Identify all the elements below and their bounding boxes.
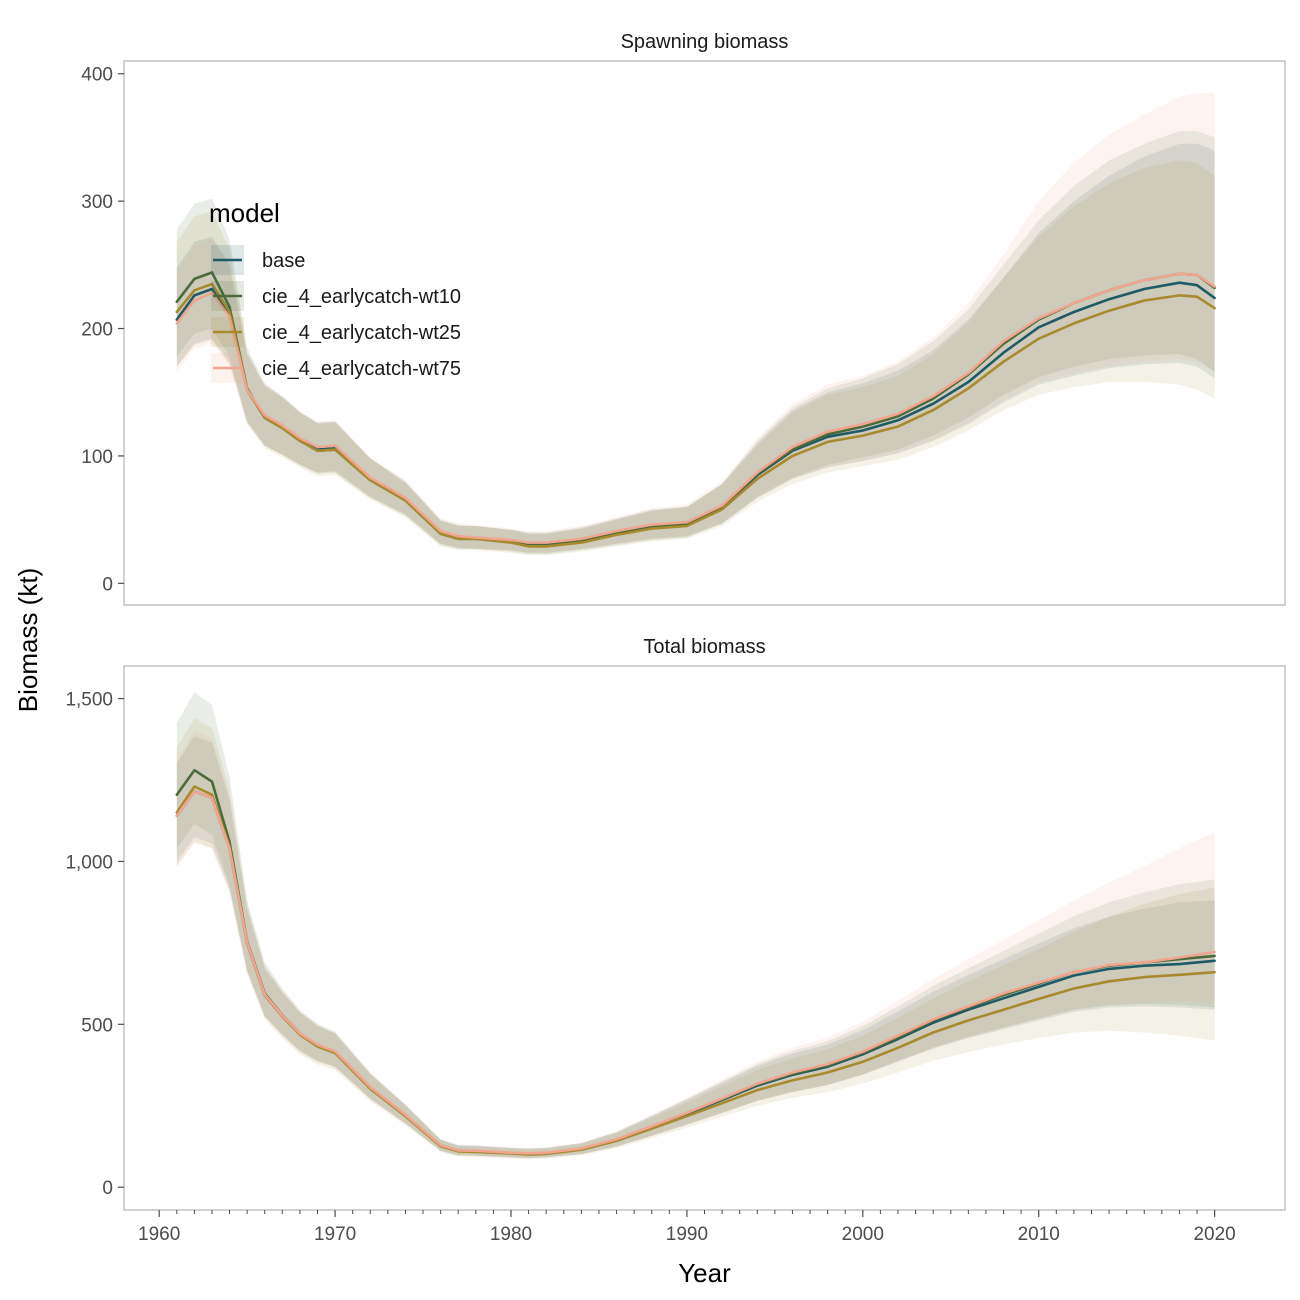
total-y-tick-label: 1,000: [65, 852, 113, 873]
spawning-biomass-panel: Spawning biomass 0 100 200 300 400: [81, 31, 1286, 606]
x-tick-label: 1960: [138, 1224, 180, 1245]
spawning-biomass-lines: [175, 271, 1216, 548]
spawning-ribbon-cie_4_earlycatch-wt75: [176, 92, 1215, 553]
legend-label-cie_4_earlycatch-wt75: cie_4_earlycatch-wt75: [262, 358, 461, 380]
total-biomass-y-axis: 0 500 1,000 1,500: [65, 690, 124, 1199]
legend: model base cie_4_earlycatch-wt10 cie_4_ear…: [209, 198, 461, 383]
total-biomass-title: Total biomass: [643, 636, 765, 658]
y-axis-title: Biomass (kt): [13, 568, 43, 712]
legend-label-cie_4_earlycatch-wt10: cie_4_earlycatch-wt10: [262, 286, 461, 308]
total-y-tick-label: 1,500: [65, 690, 113, 711]
spawning-line-cie_4_earlycatch-wt75: [175, 272, 1216, 544]
total-biomass-lines: [175, 768, 1216, 1156]
total-biomass-ribbons: [176, 692, 1215, 1160]
x-axis-title: Year: [678, 1258, 731, 1288]
x-tick-label: 2010: [1018, 1224, 1060, 1245]
spawning-y-tick-label: 100: [81, 447, 113, 468]
total-biomass-plot-border: [123, 665, 1286, 1211]
spawning-y-tick-label: 300: [81, 192, 113, 213]
legend-label-base: base: [262, 250, 305, 272]
x-tick-label: 2000: [842, 1224, 884, 1245]
x-tick-label: 1970: [314, 1224, 356, 1245]
total-ribbon-cie_4_earlycatch-wt75: [176, 731, 1215, 1159]
x-tick-label: 1990: [666, 1224, 708, 1245]
total-biomass-panel: Total biomass 0 500 1,000 1,500: [65, 636, 1286, 1211]
total-ribbon-cie_4_earlycatch-wt25: [176, 718, 1215, 1160]
spawning-y-tick-label: 200: [81, 320, 113, 341]
legend-title: model: [209, 198, 280, 228]
total-y-tick-label: 500: [81, 1015, 113, 1036]
spawning-ribbon-base: [176, 143, 1215, 553]
spawning-y-tick-label: 0: [102, 574, 113, 595]
spawning-line-cie_4_earlycatch-wt25: [175, 282, 1216, 548]
spawning-y-tick-label: 400: [81, 65, 113, 86]
total-y-tick-label: 0: [102, 1178, 113, 1199]
x-tick-label: 2020: [1193, 1224, 1235, 1245]
spawning-biomass-y-axis: 0 100 200 300 400: [81, 65, 124, 595]
legend-label-cie_4_earlycatch-wt25: cie_4_earlycatch-wt25: [262, 322, 461, 344]
total-line-cie_4_earlycatch-wt75: [175, 790, 1216, 1155]
spawning-biomass-title: Spawning biomass: [621, 31, 789, 53]
x-axis: 1960 1970 1980 1990 2000 2010 2020: [138, 1210, 1236, 1245]
x-tick-label: 1980: [490, 1224, 532, 1245]
